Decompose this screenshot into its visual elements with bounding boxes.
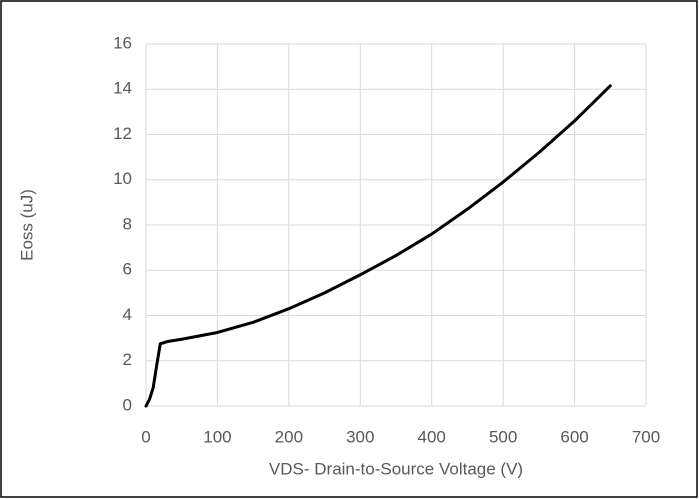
- y-tick-label: 14: [113, 79, 132, 98]
- x-tick-label: 500: [489, 427, 517, 446]
- x-axis-label: VDS- Drain-to-Source Voltage (V): [269, 459, 523, 478]
- y-tick-label: 6: [123, 260, 132, 279]
- y-tick-label: 4: [123, 305, 132, 324]
- x-tick-label: 700: [632, 427, 660, 446]
- y-tick-label: 8: [123, 214, 132, 233]
- x-tick-label: 400: [418, 427, 446, 446]
- y-tick-label: 10: [113, 169, 132, 188]
- x-tick-label: 100: [203, 427, 231, 446]
- y-tick-label: 16: [113, 33, 132, 52]
- x-tick-label: 200: [275, 427, 303, 446]
- y-tick-label: 12: [113, 124, 132, 143]
- y-tick-label: 0: [123, 395, 132, 414]
- data-line: [144, 84, 612, 408]
- x-tick-label: 600: [560, 427, 588, 446]
- y-tick-label: 2: [123, 350, 132, 369]
- x-tick-label: 300: [346, 427, 374, 446]
- x-tick-label: 0: [141, 427, 150, 446]
- y-axis-label: Eoss (uJ): [17, 189, 36, 261]
